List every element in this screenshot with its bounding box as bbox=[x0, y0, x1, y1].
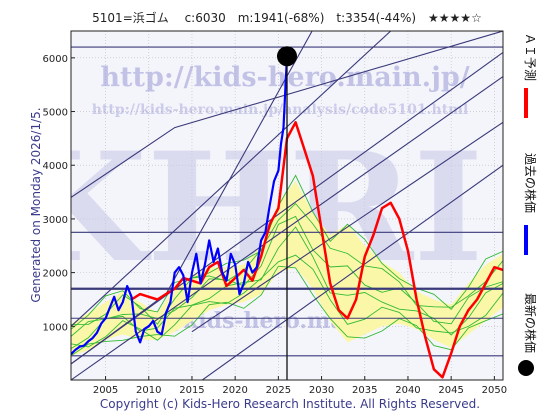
y-tick-label: 1000 bbox=[43, 322, 68, 333]
channel-line bbox=[191, 121, 503, 333]
legend-past-label: 過去の株価 bbox=[523, 153, 538, 213]
x-tick-label: 2005 bbox=[93, 385, 118, 396]
x-tick-label: 2040 bbox=[395, 385, 420, 396]
channel-line bbox=[71, 31, 503, 198]
y-tick-label: 5000 bbox=[43, 108, 68, 119]
y-tick-label: 2000 bbox=[43, 269, 68, 280]
legend: ＡＩ予測 過去の株価 最新の株価 bbox=[518, 33, 538, 376]
x-tick-label: 2015 bbox=[179, 385, 204, 396]
x-tick-label: 2010 bbox=[136, 385, 161, 396]
series-lines bbox=[71, 56, 503, 379]
plot-frame bbox=[70, 30, 504, 381]
x-tick-label: 2025 bbox=[266, 385, 291, 396]
x-tick-label: 2030 bbox=[309, 385, 334, 396]
axis-ticks: 2005 2010 2015 2020 2025 2030 2035 2040 2045 2050… bbox=[43, 54, 508, 396]
chart-title: 5101=浜ゴム c:6030 m:1941(-68%) t:3354(-44%… bbox=[92, 10, 482, 25]
copyright-text: Copyright (c) Kids-Hero Research Institu… bbox=[100, 397, 480, 411]
y-tick-label: 6000 bbox=[43, 54, 68, 65]
x-tick-label: 2045 bbox=[438, 385, 463, 396]
legend-latest-label: 最新の株価 bbox=[523, 293, 538, 353]
x-tick-label: 2020 bbox=[222, 385, 247, 396]
past-price-line bbox=[71, 56, 289, 355]
watermark-url-small: http://kids-hero.main.jp/analysis/code51… bbox=[92, 102, 469, 118]
x-tick-label: 2050 bbox=[482, 385, 507, 396]
x-tick-label: 2035 bbox=[352, 385, 377, 396]
y-tick-label: 4000 bbox=[43, 161, 68, 172]
latest-price-dot bbox=[277, 46, 297, 67]
legend-ai-label: ＡＩ予測 bbox=[523, 33, 537, 81]
legend-latest-dot bbox=[518, 360, 534, 376]
y-tick-label: 3000 bbox=[43, 215, 68, 226]
ai-forecast-line bbox=[130, 121, 503, 379]
channel-line bbox=[201, 164, 503, 380]
generated-date-label: Generated on Monday 2026/1/5. bbox=[29, 107, 43, 302]
latest-marker bbox=[277, 46, 297, 380]
